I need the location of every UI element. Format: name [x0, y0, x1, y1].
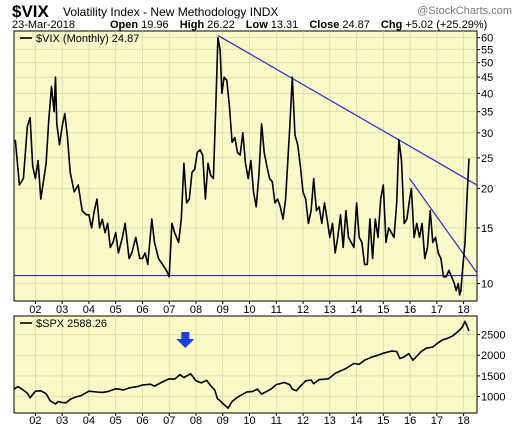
y-tick-label: 25 [481, 153, 493, 165]
close-label: Close [309, 19, 340, 31]
x-tick-label: 10 [243, 304, 255, 316]
x-tick-label: 13 [324, 304, 336, 316]
y-tick-label: 60 [481, 33, 493, 45]
x-tick-label: 07 [163, 415, 175, 427]
down-arrow-icon [176, 332, 195, 348]
x-tick-label: 05 [110, 415, 122, 427]
y-tick-label: 35 [481, 107, 493, 119]
y-tick-label: 55 [481, 45, 493, 57]
x-tick-label: 18 [457, 304, 469, 316]
x-tick-label: 13 [324, 415, 336, 427]
x-tick-label: 11 [271, 415, 282, 427]
low-label: Low [245, 19, 268, 31]
spx-panel: 02 03 04 05 06 07 08 09 10 11 12 13 14 15 16 17 18 1000 15… [13, 315, 505, 427]
x-tick-label: 12 [297, 304, 309, 316]
vix-panel: 02 03 04 05 06 07 08 09 10 11 12 13 14 15 16 17 18 10 15 20… [13, 30, 493, 316]
x-tick-label: 04 [83, 304, 95, 316]
x-tick-label: 08 [190, 415, 202, 427]
trendline [409, 178, 478, 274]
legend-label: $VIX (Monthly) 24.87 [36, 33, 139, 45]
symbol-title: $VIX [12, 2, 49, 21]
y-tick-label: 1000 [481, 392, 505, 404]
high-label: High [179, 19, 205, 31]
legend-label: $SPX 2588.26 [36, 318, 107, 330]
x-tick-label: 09 [217, 304, 229, 316]
x-tick-label: 17 [431, 304, 443, 316]
x-tick-label: 10 [243, 415, 255, 427]
x-tick-label: 03 [56, 304, 68, 316]
chart-header: $VIX Volatility Index - New Methodology … [12, 2, 512, 31]
x-tick-label: 18 [457, 415, 469, 427]
trendline [217, 34, 478, 186]
high-value: 26.22 [207, 19, 235, 31]
open-label: Open [110, 19, 139, 31]
x-tick-label: 05 [110, 304, 122, 316]
x-tick-label: 11 [271, 304, 282, 316]
y-tick-label: 40 [481, 88, 493, 100]
low-value: 13.31 [270, 19, 299, 31]
chart-date: 23-Mar-2018 [12, 19, 75, 31]
x-tick-label: 07 [163, 304, 175, 316]
x-tick-label: 15 [377, 415, 389, 427]
y-tick-label: 20 [481, 183, 493, 195]
x-tick-label: 08 [190, 304, 202, 316]
symbol-name: Volatility Index - New Methodology INDX [63, 5, 279, 19]
x-tick-label: 06 [136, 415, 148, 427]
close-value: 24.87 [342, 19, 370, 31]
y-tick-label: 1500 [481, 371, 505, 383]
x-tick-label: 02 [29, 415, 41, 427]
x-tick-label: 04 [83, 415, 95, 427]
change-value: +5.02 (+25.29%) [405, 19, 488, 31]
change-label: Chg [380, 19, 403, 31]
y-tick-label: 10 [481, 279, 493, 291]
y-tick-label: 2500 [481, 330, 505, 342]
y-tick-label: 50 [481, 58, 493, 70]
quote-line: Open 19.96 High 26.22 Low 13.31 Close 24.87 … [110, 19, 495, 31]
price-line [13, 320, 470, 409]
x-tick-label: 06 [136, 304, 148, 316]
y-tick-label: 2000 [481, 350, 505, 362]
x-tick-label: 12 [297, 415, 309, 427]
x-tick-label: 17 [431, 415, 443, 427]
y-tick-label: 45 [481, 72, 493, 84]
copyright-text: @StockCharts.com [417, 5, 512, 17]
y-tick-label: 30 [481, 128, 493, 140]
x-tick-label: 03 [56, 415, 68, 427]
x-tick-label: 14 [350, 415, 362, 427]
open-value: 19.96 [141, 19, 169, 31]
plot-area [13, 315, 478, 414]
price-line [14, 36, 470, 296]
x-tick-label: 16 [404, 304, 416, 316]
x-tick-label: 09 [217, 415, 229, 427]
x-tick-label: 16 [404, 415, 416, 427]
x-tick-label: 02 [29, 304, 41, 316]
x-tick-label: 14 [350, 304, 362, 316]
x-tick-label: 15 [377, 304, 389, 316]
y-tick-label: 15 [481, 223, 493, 235]
